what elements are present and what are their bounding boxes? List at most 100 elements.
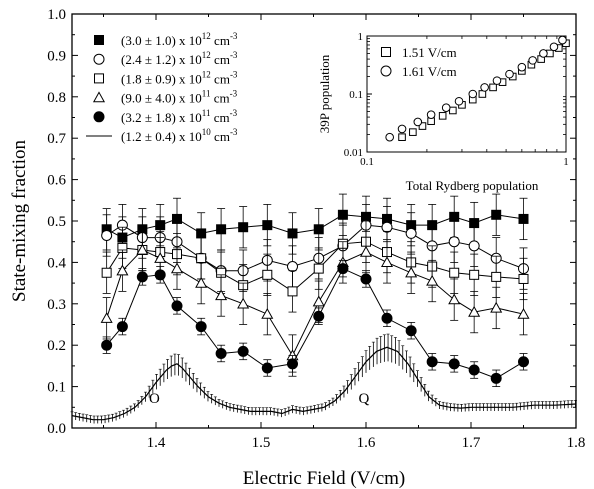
inset-legend-marker (381, 47, 391, 57)
data-point (171, 300, 183, 312)
data-point (360, 273, 372, 285)
inset-data-point (528, 56, 537, 65)
data-point (237, 297, 250, 309)
inset-data-point (549, 42, 559, 52)
legend-marker (94, 35, 104, 45)
inset-data-point (492, 76, 502, 85)
inset-data-point (409, 128, 417, 136)
data-point (215, 347, 227, 359)
x-tick-label: 1.8 (567, 435, 586, 451)
x-tick-label: 1.4 (147, 435, 166, 451)
data-point (449, 267, 460, 278)
data-point (517, 307, 530, 319)
inset-data-point (398, 133, 406, 141)
data-point (490, 372, 502, 384)
inset-y-tick-label: 1 (358, 31, 364, 43)
inset-y-tick-label: 0.1 (349, 89, 363, 101)
inset-x-tick-label: 0.1 (360, 156, 374, 168)
data-point (426, 274, 439, 286)
data-point (116, 264, 129, 276)
data-point (196, 253, 207, 264)
legend-marker (93, 111, 105, 123)
inset-data-point (413, 117, 423, 127)
y-tick-label: 0.6 (47, 173, 66, 189)
data-point (448, 293, 461, 305)
data-point (518, 273, 529, 284)
data-point (491, 271, 502, 282)
legend-marker (92, 91, 106, 103)
inset-series-1 (385, 35, 567, 142)
data-point (101, 267, 112, 278)
inset-data-point (517, 62, 527, 72)
y-tick-label: 1.0 (47, 7, 66, 23)
data-point (216, 224, 227, 235)
data-point (313, 224, 324, 235)
data-point (170, 262, 184, 274)
y-tick-label: 0.2 (47, 338, 66, 354)
inset-data-point (385, 132, 394, 142)
data-point (405, 325, 417, 337)
legend-label: (3.2 ± 1.8) x 1011 cm-3 (121, 108, 238, 125)
y-tick-label: 0.8 (47, 90, 66, 106)
data-point (313, 310, 325, 322)
x-axis-label: Electric Field (V/cm) (243, 468, 406, 489)
data-point (287, 261, 298, 273)
inset-y-tick-label: 0.01 (344, 147, 363, 159)
data-point (287, 228, 298, 239)
data-point (448, 236, 460, 248)
inset-data-point (539, 49, 548, 58)
data-point (237, 345, 249, 357)
y-tick-label: 0.3 (47, 297, 66, 313)
data-point (380, 256, 394, 268)
series-0 (101, 193, 529, 259)
data-point (154, 252, 167, 263)
data-point (359, 245, 373, 257)
y-tick-label: 0.7 (47, 131, 66, 147)
data-point (448, 358, 460, 370)
y-tick-label: 0.4 (47, 255, 66, 271)
data-point (136, 243, 149, 255)
data-point (518, 213, 529, 224)
data-point (490, 301, 503, 313)
series-4 (101, 259, 529, 388)
data-point (337, 263, 349, 275)
data-point (468, 364, 480, 376)
inset-data-point (418, 122, 427, 130)
data-point (469, 269, 480, 280)
inset-legend-label: 1.61 V/cm (402, 64, 457, 79)
y-axis-label: State-mixing fraction (9, 140, 30, 302)
data-point (215, 289, 228, 301)
data-point (116, 321, 128, 333)
data-point (262, 269, 273, 280)
y-tick-label: 0.9 (47, 48, 66, 64)
main-plot: 1.4 1.5 1.6 1.7 1.8 0.0 0.1 0.2 0.3 0.4 0.5 0.6 0.7 0… (9, 7, 585, 489)
y-tick-label: 0.0 (47, 421, 66, 437)
inset-x-axis-label: Total Rydberg population (406, 178, 539, 193)
series-5 (70, 333, 577, 424)
data-point (195, 321, 207, 333)
peak-label: O (149, 391, 160, 407)
inset-data-point (441, 103, 451, 113)
data-point (449, 211, 460, 222)
inset-data-point (397, 124, 407, 134)
inset-data-point (438, 112, 447, 120)
legend-label: (2.4 ± 1.2) x 1012 cm-3 (121, 50, 238, 67)
main-legend: (3.0 ± 1.0) x 1012 cm-3 (2.4 ± 1.2) x 101… (86, 31, 238, 144)
data-point (381, 312, 393, 324)
data-point (426, 356, 438, 368)
inset-legend-label: 1.51 V/cm (402, 45, 457, 60)
legend-label: (9.0 ± 4.0) x 1011 cm-3 (121, 89, 238, 106)
inset-x-tick-label: 1 (563, 156, 569, 168)
data-point (405, 227, 417, 239)
series-line (71, 346, 577, 421)
data-point (261, 307, 274, 319)
peak-label: Q (359, 391, 370, 407)
data-point (468, 240, 480, 252)
y-tick-label: 0.5 (47, 214, 66, 230)
inset-data-point (454, 96, 464, 106)
series-3 (100, 228, 530, 377)
inset-data-point (426, 110, 436, 119)
data-point (101, 229, 113, 241)
